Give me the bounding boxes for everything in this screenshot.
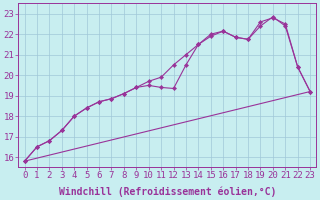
X-axis label: Windchill (Refroidissement éolien,°C): Windchill (Refroidissement éolien,°C) bbox=[59, 186, 276, 197]
